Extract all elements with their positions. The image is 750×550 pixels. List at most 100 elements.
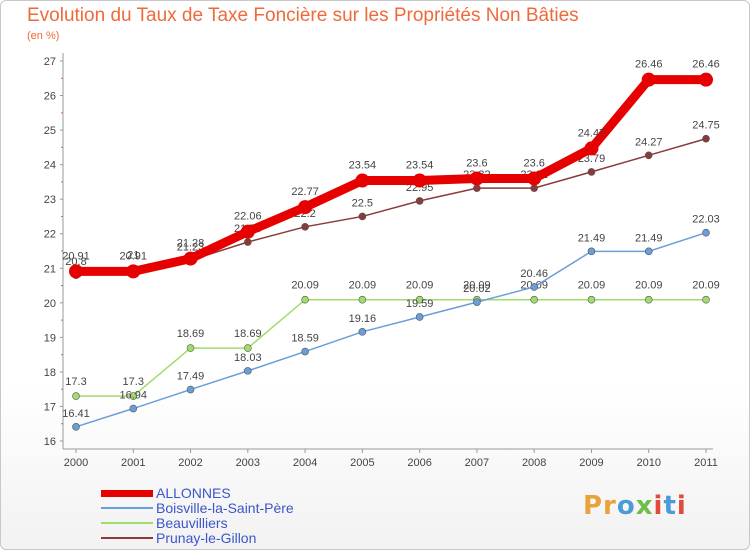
data-label: 19.16: [349, 313, 377, 325]
data-label: 16.94: [120, 390, 148, 402]
data-point-1: [530, 283, 538, 291]
data-label: 24.27: [635, 136, 663, 148]
data-label: 23.54: [406, 160, 434, 172]
data-point-allonnes: [240, 224, 255, 239]
data-point-3: [530, 184, 538, 192]
data-point-2: [244, 344, 252, 352]
legend-label-prunay: Prunay-le-Gillon: [156, 530, 257, 546]
x-tick-label: 2007: [465, 457, 489, 469]
series-line-3: [75, 138, 707, 276]
x-tick-label: 2004: [293, 457, 317, 469]
data-point-allonnes: [355, 173, 370, 188]
data-point-1: [244, 367, 252, 375]
data-label: 20.91: [120, 250, 148, 262]
data-point-allonnes: [298, 200, 313, 215]
data-label: 23.54: [349, 160, 377, 172]
chart-subtitle: (en %): [27, 30, 60, 42]
data-point-1: [702, 228, 710, 237]
x-tick-label: 2011: [694, 457, 718, 469]
data-point-2: [72, 392, 80, 400]
y-tick-label: 18: [44, 367, 56, 379]
data-label: 22.5: [352, 197, 373, 209]
data-label: 23.6: [523, 157, 544, 169]
data-label: 20.09: [463, 280, 491, 292]
data-point-3: [644, 151, 653, 160]
data-label: 18.69: [177, 328, 205, 340]
y-tick-label: 24: [44, 160, 56, 172]
data-label: 22.03: [692, 214, 720, 226]
data-label: 26.46: [692, 59, 720, 71]
data-point-2: [587, 295, 596, 304]
data-label: 17.3: [65, 376, 86, 388]
data-point-1: [587, 247, 596, 256]
data-point-allonnes: [527, 171, 542, 186]
data-label: 26.46: [635, 59, 663, 71]
data-point-3: [301, 223, 309, 231]
data-point-1: [473, 298, 481, 306]
data-label: 20.91: [62, 250, 90, 262]
x-tick-label: 2000: [64, 457, 88, 469]
data-label: 21.23: [177, 241, 205, 253]
proxiti-logo: Proxiti: [583, 491, 687, 521]
y-tick-label: 19: [44, 332, 56, 344]
data-point-3: [358, 212, 367, 221]
x-tick-label: 2006: [407, 457, 431, 469]
data-label: 20.09: [349, 280, 377, 292]
legend-label-beauvilliers: Beauvilliers: [156, 515, 228, 531]
data-label: 20.09: [692, 280, 720, 292]
data-point-allonnes: [126, 264, 141, 279]
data-label: 22.06: [234, 211, 262, 223]
data-label: 20.09: [578, 280, 606, 292]
x-tick-label: 2003: [236, 457, 260, 469]
data-label: 21.49: [635, 232, 663, 244]
data-label: 17.49: [177, 371, 205, 383]
data-point-1: [415, 313, 424, 321]
legend-label-allonnes: ALLONNES: [156, 485, 231, 501]
data-point-allonnes: [469, 171, 484, 186]
legend-swatch-allonnes: [101, 490, 153, 497]
data-point-1: [72, 423, 80, 431]
series-line-2: [76, 298, 706, 397]
data-label: 17.3: [123, 376, 144, 388]
data-label: 22.77: [291, 186, 319, 198]
data-point-1: [301, 347, 309, 356]
data-point-2: [530, 295, 538, 304]
data-label: 18.59: [291, 333, 319, 345]
data-label: 23.6: [466, 157, 487, 169]
y-tick-label: 27: [44, 56, 56, 68]
data-point-3: [473, 184, 481, 192]
data-point-allonnes: [641, 72, 656, 87]
y-tick-label: 21: [44, 263, 56, 275]
legend-swatch-boisville: [101, 507, 153, 509]
x-tick-label: 2005: [350, 457, 374, 469]
data-point-2: [415, 295, 424, 304]
data-label: 21.28: [177, 238, 205, 250]
data-point-allonnes: [412, 173, 427, 188]
series-line-allonnes: [71, 75, 711, 276]
y-tick-label: 26: [44, 91, 56, 103]
data-label: 16.41: [62, 408, 90, 420]
y-tick-label: 25: [44, 125, 56, 137]
data-point-2: [358, 295, 367, 304]
chart-title: Evolution du Taux de Taxe Foncière sur l…: [27, 5, 579, 26]
legend-label-boisville: Boisville-la-Saint-Père: [156, 500, 294, 516]
y-tick-label: 23: [44, 194, 56, 206]
data-point-3: [587, 168, 596, 176]
legend-swatch-prunay: [101, 537, 153, 539]
data-point-allonnes: [69, 264, 83, 279]
data-label: 20.46: [520, 268, 548, 280]
data-label: 18.69: [234, 328, 262, 340]
x-tick-label: 2009: [579, 457, 603, 469]
data-point-1: [186, 385, 195, 394]
y-tick-label: 17: [44, 401, 56, 413]
data-label: 20.09: [406, 280, 434, 292]
data-label: 24.75: [692, 120, 720, 132]
data-point-1: [129, 404, 138, 413]
data-point-2: [186, 344, 195, 352]
legend-swatch-beauvilliers: [101, 522, 153, 524]
series-line-1: [75, 231, 707, 428]
data-point-3: [702, 134, 710, 143]
data-point-1: [358, 328, 367, 336]
